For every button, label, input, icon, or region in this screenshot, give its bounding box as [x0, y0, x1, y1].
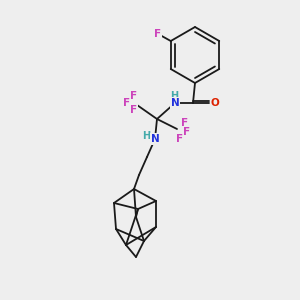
Text: F: F — [183, 127, 190, 137]
Text: O: O — [211, 98, 219, 108]
Text: F: F — [182, 118, 189, 128]
Text: F: F — [130, 91, 138, 101]
Text: H: H — [170, 91, 178, 101]
Text: H: H — [142, 131, 150, 141]
Text: F: F — [154, 29, 161, 39]
Text: F: F — [123, 98, 130, 108]
Text: N: N — [151, 134, 159, 144]
Text: N: N — [171, 98, 179, 108]
Text: F: F — [176, 134, 184, 144]
Text: F: F — [130, 105, 138, 115]
